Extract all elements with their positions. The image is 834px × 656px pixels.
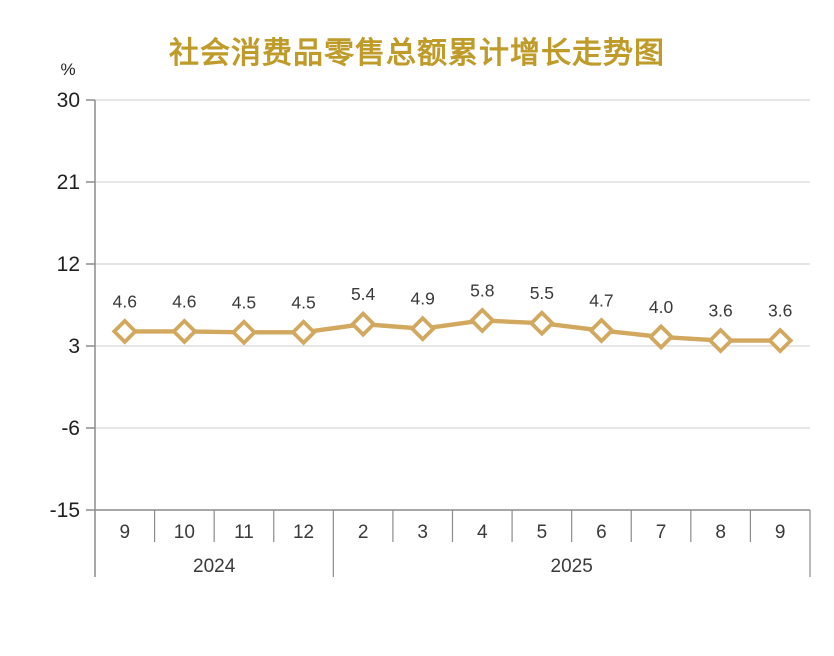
data-point-marker [647,323,675,351]
month-label: 9 [775,522,786,543]
data-point-marker [767,327,794,354]
data-point-marker [290,319,317,346]
year-label: 2024 [193,556,236,577]
data-point-marker [230,319,258,346]
data-point-label: 4.7 [589,291,613,311]
data-point-marker [707,327,734,354]
data-point-label: 4.5 [232,292,256,312]
y-tick-label: -15 [50,499,80,522]
y-tick-label: 12 [57,253,80,276]
month-label: 9 [120,522,131,543]
month-label: 3 [417,522,428,543]
month-label: 4 [477,522,488,543]
y-axis-unit-label: % [60,60,76,79]
y-tick-label: -6 [61,417,80,440]
data-point-label: 4.6 [113,291,137,311]
data-point-label: 5.4 [351,284,376,304]
month-label: 2 [358,522,369,543]
data-point-marker [171,318,198,345]
data-point-label: 3.6 [768,301,792,321]
month-label: 7 [656,522,667,543]
data-point-marker [469,307,496,334]
month-label: 8 [715,522,726,543]
data-point-label: 4.5 [291,292,315,312]
data-point-label: 5.5 [530,283,554,303]
data-point-marker [528,310,556,337]
month-label: 12 [293,522,314,543]
data-point-label: 5.8 [470,280,494,300]
data-point-marker [409,315,436,342]
chart-title: 社会消费品零售总额累计增长走势图 [169,37,665,70]
data-point-marker [349,310,377,338]
data-point-label: 4.0 [649,297,674,317]
data-point-label: 3.6 [708,301,732,321]
data-point-marker [588,317,615,344]
data-point-marker [111,318,138,345]
month-label: 10 [174,522,195,543]
y-tick-label: 30 [57,89,80,112]
month-label: 11 [234,522,254,543]
y-tick-label: 21 [57,171,80,194]
year-label: 2025 [551,556,593,577]
data-point-label: 4.9 [411,289,435,309]
month-label: 5 [537,522,548,543]
data-point-label: 4.6 [172,291,196,311]
month-label: 6 [596,522,607,543]
data-line [124,318,781,343]
y-tick-label: 3 [68,335,80,358]
